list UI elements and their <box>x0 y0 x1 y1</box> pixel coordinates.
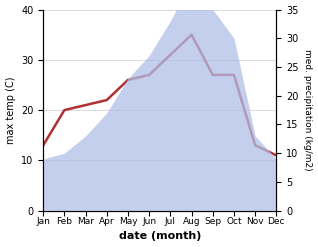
Y-axis label: med. precipitation (kg/m2): med. precipitation (kg/m2) <box>303 49 313 171</box>
X-axis label: date (month): date (month) <box>119 231 201 242</box>
Y-axis label: max temp (C): max temp (C) <box>5 76 16 144</box>
